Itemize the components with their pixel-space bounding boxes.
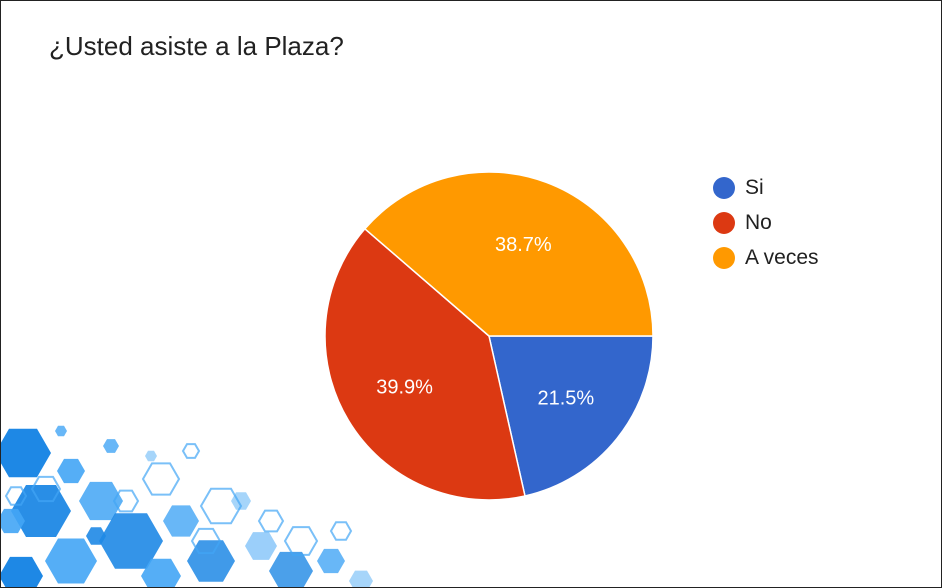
pie-label-si: 21.5% <box>537 387 594 409</box>
hexagon-shape <box>1 508 25 534</box>
hexagon-shape <box>55 425 67 437</box>
hexagon-shape <box>57 458 85 484</box>
legend-item-si: Si <box>713 170 819 205</box>
chart-title: ¿Usted asiste a la Plaza? <box>49 31 344 61</box>
hexagon-shape <box>112 489 140 513</box>
hexagon-shape <box>141 558 181 587</box>
legend-item-no: No <box>713 205 819 240</box>
hexagon-shape <box>1 556 43 587</box>
pie-label-a-veces: 38.7% <box>495 234 552 256</box>
hexagon-shape <box>163 505 199 537</box>
legend-swatch-si <box>713 176 735 199</box>
legend-swatch-a-veces <box>713 246 735 269</box>
chart-legend: Si No A veces <box>713 170 819 275</box>
hexagon-shape <box>187 540 235 582</box>
pie-label-no: 39.9% <box>376 377 433 399</box>
hexagon-shape <box>141 462 181 496</box>
hexagon-shape <box>199 487 243 525</box>
hexagon-shape <box>30 475 62 503</box>
hexagon-shape <box>257 509 285 533</box>
hexagon-shape <box>283 526 319 556</box>
hexagon-shape <box>145 450 157 462</box>
hexagon-shape <box>4 486 28 506</box>
pie-slices <box>324 171 654 501</box>
hexagon-shape <box>1 428 51 478</box>
legend-label-no: No <box>745 210 772 234</box>
hexagon-shape <box>245 532 277 560</box>
hexagon-shape <box>181 443 201 459</box>
legend-label-si: Si <box>745 175 764 199</box>
pie-slice-a-veces <box>363 171 654 337</box>
pie-value-labels: 21.5% 39.9% 38.7% <box>376 234 594 410</box>
pie-slice-si <box>488 335 654 497</box>
hexagon-shape <box>190 527 222 555</box>
hexagon-shape <box>45 538 97 584</box>
hexagon-shape <box>317 548 345 574</box>
hexagon-pattern <box>1 425 373 587</box>
hexagon-shape <box>329 521 353 541</box>
hexagon-shape <box>99 513 163 569</box>
hexagon-shape <box>103 439 119 453</box>
pie-slice-no <box>324 227 526 501</box>
hexagon-shape <box>269 551 313 587</box>
hexagon-shape <box>86 527 106 545</box>
hexagon-shape <box>349 570 373 587</box>
legend-label-a-veces: A veces <box>745 245 819 269</box>
hexagon-shape <box>79 481 123 521</box>
legend-swatch-no <box>713 211 735 234</box>
legend-item-a-veces: A veces <box>713 240 819 275</box>
